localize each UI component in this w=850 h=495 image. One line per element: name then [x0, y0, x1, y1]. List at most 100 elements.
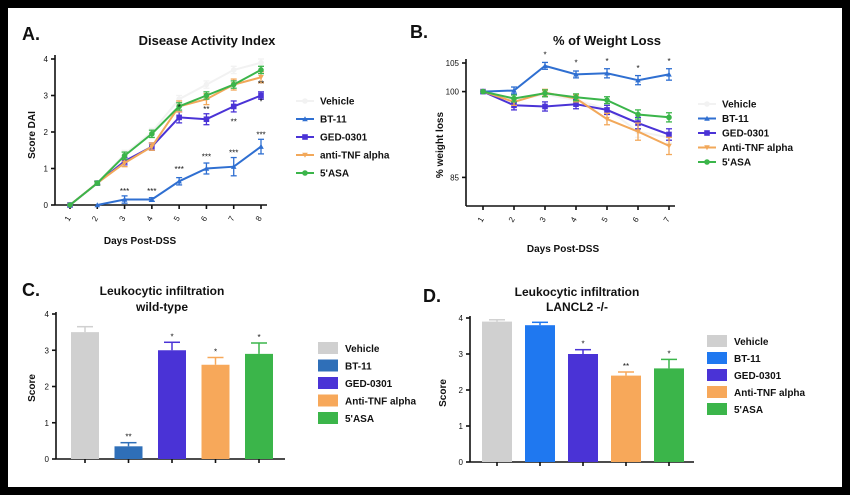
legend-marker: [704, 101, 710, 107]
y-tick-label: 1: [459, 422, 464, 431]
legend-swatch: [707, 335, 727, 347]
y-tick-label: 4: [45, 310, 50, 319]
data-point: [604, 116, 610, 122]
y-tick-label: 3: [45, 346, 50, 355]
legend-label: 5'ASA: [345, 414, 374, 425]
data-point: [176, 114, 182, 121]
data-point: [542, 90, 548, 97]
data-point: [121, 160, 128, 166]
panel-b-ylabel: % weight loss: [435, 112, 446, 179]
legend-marker: [704, 159, 710, 165]
significance-marker: **: [125, 433, 131, 442]
panel-d-label: D.: [423, 286, 441, 306]
panel-c-title: Leukocytic infiltration: [100, 284, 225, 298]
significance-marker: *: [667, 57, 670, 66]
data-point: [258, 75, 264, 81]
data-point: [666, 143, 672, 149]
panel-a-title: Disease Activity Index: [139, 33, 277, 48]
data-point: [604, 70, 610, 76]
y-tick-label: 1: [45, 419, 50, 428]
legend-marker: [704, 130, 710, 136]
legend-marker: [302, 134, 308, 140]
data-point: [666, 131, 672, 138]
bar-anti-tnf-alpha: [201, 364, 230, 459]
legend-label: anti-TNF alpha: [320, 151, 390, 162]
data-point: [604, 97, 610, 103]
significance-marker: *: [543, 50, 546, 59]
data-point: [94, 202, 101, 208]
data-point: [149, 131, 155, 137]
significance-marker: ***: [256, 130, 265, 139]
data-point: [573, 94, 579, 101]
x-tick-label: 4: [569, 215, 579, 224]
x-tick-label: 2: [507, 215, 517, 224]
legend-label: Anti-TNF alpha: [722, 143, 794, 154]
y-tick-label: 4: [44, 55, 49, 64]
panel-c-ylabel: Score: [27, 374, 38, 402]
y-tick-label: 2: [459, 386, 464, 395]
panel-b-legend: Vehicle BT-11 GED-0301 Anti-TNF alpha 5'ASA: [698, 100, 794, 169]
legend-label: Vehicle: [345, 344, 380, 355]
panel-a-label: A.: [22, 24, 40, 44]
legend-label: GED-0301: [345, 379, 393, 390]
significance-marker: **: [623, 362, 629, 371]
data-point: [230, 103, 237, 110]
data-point: [635, 77, 641, 83]
y-tick-label: 4: [459, 314, 464, 323]
y-tick-label: 2: [44, 128, 49, 137]
bar-vehicle: [482, 321, 512, 462]
panel-b-plot: 85 100 105 1 2 3 4 5 6 7 * * * * *: [446, 50, 675, 224]
legend-swatch: [707, 369, 727, 381]
panel-d-legend: Vehicle BT-11 GED-0301 Anti-TNF alpha 5'ASA: [707, 335, 806, 416]
panel-d-title: Leukocytic infiltration: [515, 285, 640, 299]
data-point: [258, 67, 264, 73]
data-point: [203, 165, 210, 171]
x-tick-label: 5: [172, 214, 182, 223]
legend-marker: [302, 98, 308, 104]
significance-marker: *: [214, 348, 217, 357]
figure-background: [8, 8, 842, 487]
panel-a: A. Disease Activity Index Days Post-DSS …: [22, 24, 390, 247]
significance-marker: **: [231, 118, 237, 127]
legend-label: 5'ASA: [734, 405, 763, 416]
series-5-asa: [480, 88, 672, 123]
bar-5-asa: [654, 368, 684, 462]
bar-bt-11: [525, 325, 555, 462]
significance-marker: ***: [147, 187, 156, 196]
significance-marker: ***: [120, 187, 129, 196]
data-point: [230, 163, 237, 169]
panel-c-label: C.: [22, 280, 40, 300]
data-point: [176, 103, 182, 110]
significance-marker: *: [259, 98, 262, 107]
significance-marker: *: [605, 57, 608, 66]
data-point: [511, 95, 517, 102]
significance-marker: **: [203, 105, 209, 114]
legend-swatch: [318, 342, 338, 354]
data-point: [230, 67, 237, 73]
data-point: [94, 180, 101, 186]
legend-swatch: [318, 377, 338, 389]
data-point: [573, 101, 579, 107]
panel-b: B. % of Weight Loss Days Post-DSS % weig…: [410, 22, 794, 255]
data-point: [542, 103, 548, 110]
panel-d: D. Leukocytic infiltration LANCL2 -/- Sc…: [423, 285, 806, 467]
panel-b-label: B.: [410, 22, 428, 42]
panel-d-ylabel: Score: [438, 379, 449, 407]
panel-a-ylabel: Score DAI: [27, 111, 38, 159]
legend-label: 5'ASA: [320, 169, 349, 180]
series-5-asa: [67, 65, 264, 208]
bar-vehicle: [71, 332, 99, 459]
panel-b-xlabel: Days Post-DSS: [527, 244, 600, 255]
data-point: [542, 63, 548, 69]
significance-marker: ***: [174, 165, 183, 174]
bar-anti-tnf-alpha: [611, 375, 641, 462]
legend-label: Anti-TNF alpha: [345, 397, 417, 408]
legend-swatch: [318, 394, 338, 407]
y-tick-label: 0: [45, 455, 50, 464]
legend-label: GED-0301: [722, 129, 770, 140]
data-point: [480, 88, 486, 95]
data-point: [573, 71, 579, 77]
data-point: [258, 92, 264, 99]
